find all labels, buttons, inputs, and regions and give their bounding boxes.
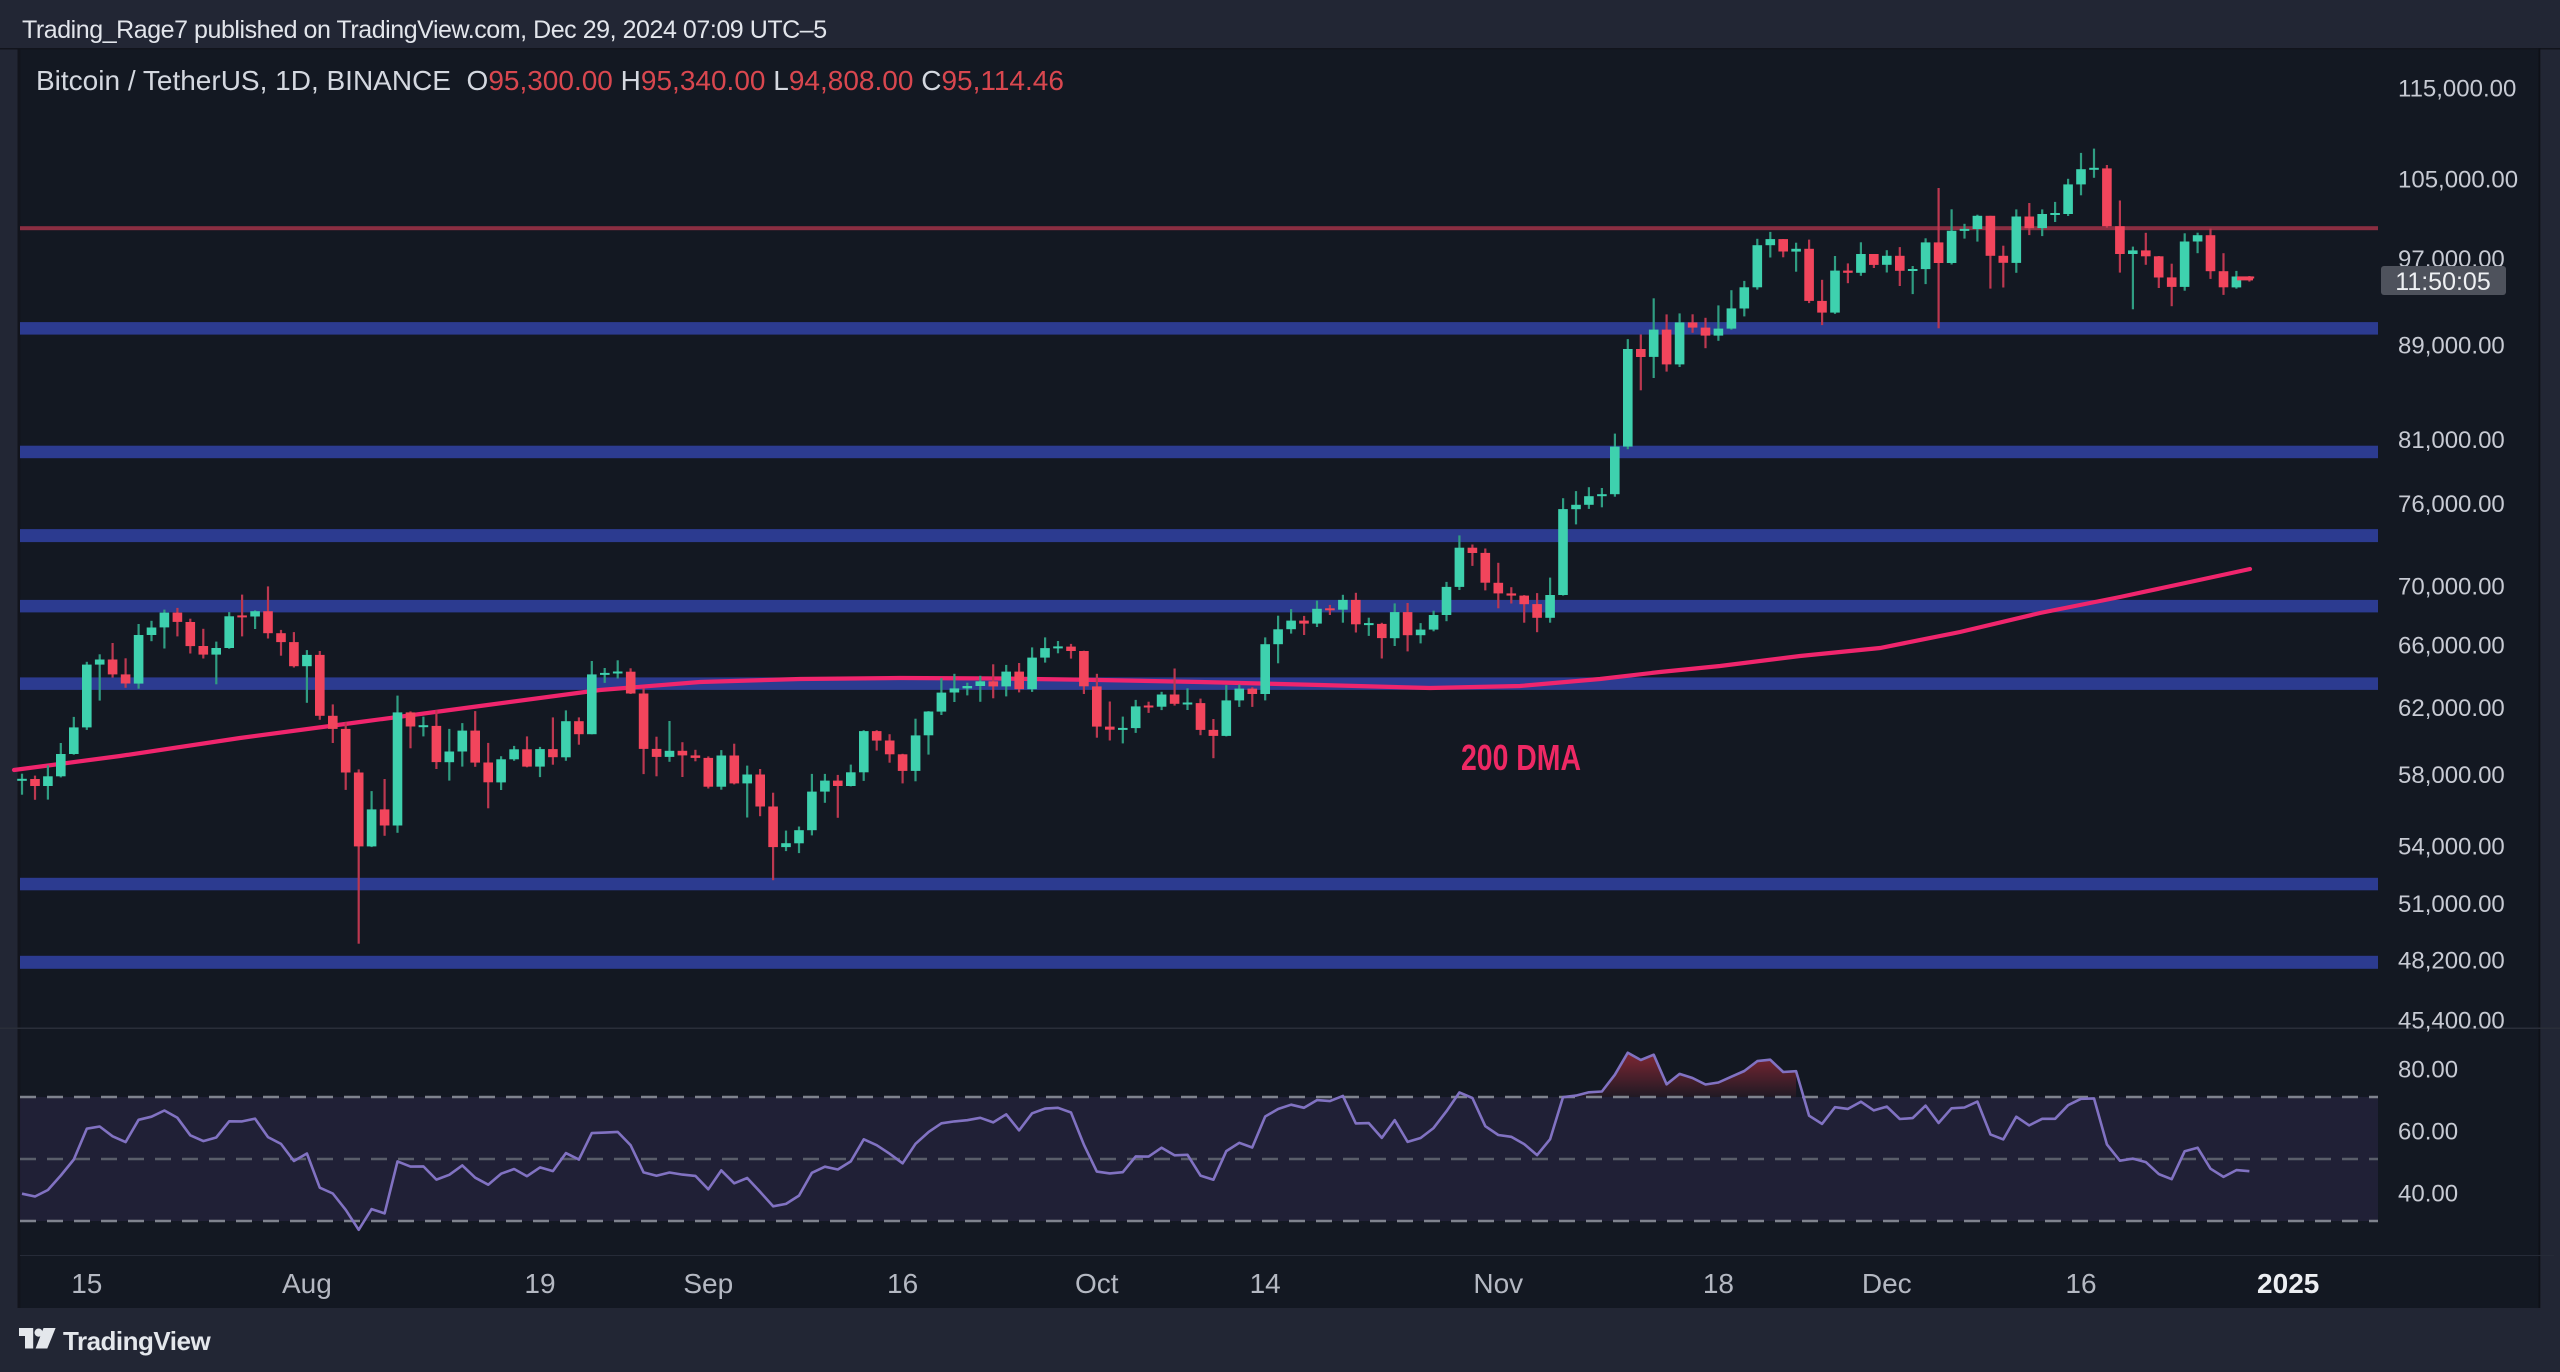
- svg-text:16: 16: [2065, 1268, 2096, 1299]
- svg-text:Nov: Nov: [1473, 1268, 1523, 1299]
- svg-text:81,000.00: 81,000.00: [2398, 427, 2505, 454]
- svg-text:66,000.00: 66,000.00: [2398, 632, 2505, 659]
- svg-text:80.00: 80.00: [2398, 1057, 2458, 1084]
- svg-text:70,000.00: 70,000.00: [2398, 573, 2505, 600]
- svg-text:Aug: Aug: [282, 1268, 332, 1299]
- svg-text:Bitcoin / TetherUS, 1D, BINANC: Bitcoin / TetherUS, 1D, BINANCE O95,300.…: [36, 65, 1064, 96]
- svg-text:19: 19: [524, 1268, 555, 1299]
- svg-text:40.00: 40.00: [2398, 1181, 2458, 1208]
- svg-text:115,000.00: 115,000.00: [2398, 76, 2516, 103]
- svg-text:45,400.00: 45,400.00: [2398, 1008, 2505, 1035]
- svg-text:2025: 2025: [2257, 1268, 2319, 1299]
- svg-text:Trading_Rage7 published on Tra: Trading_Rage7 published on TradingView.c…: [22, 16, 827, 44]
- svg-text:TradingView: TradingView: [63, 1326, 211, 1356]
- svg-text:14: 14: [1250, 1268, 1281, 1299]
- svg-text:200 DMA: 200 DMA: [1461, 737, 1581, 778]
- svg-text:51,000.00: 51,000.00: [2398, 891, 2505, 918]
- svg-text:11:50:05: 11:50:05: [2395, 268, 2490, 296]
- svg-text:60.00: 60.00: [2398, 1119, 2458, 1146]
- svg-text:16: 16: [887, 1268, 918, 1299]
- svg-text:Sep: Sep: [683, 1268, 733, 1299]
- svg-text:15: 15: [71, 1268, 102, 1299]
- svg-text:Oct: Oct: [1075, 1268, 1119, 1299]
- svg-text:18: 18: [1703, 1268, 1734, 1299]
- svg-text:89,000.00: 89,000.00: [2398, 333, 2505, 360]
- svg-text:76,000.00: 76,000.00: [2398, 491, 2505, 518]
- svg-text:48,200.00: 48,200.00: [2398, 948, 2505, 975]
- svg-text:105,000.00: 105,000.00: [2398, 167, 2518, 194]
- svg-text:58,000.00: 58,000.00: [2398, 762, 2505, 789]
- svg-text:62,000.00: 62,000.00: [2398, 695, 2505, 722]
- svg-text:Dec: Dec: [1862, 1268, 1912, 1299]
- svg-text:54,000.00: 54,000.00: [2398, 834, 2505, 861]
